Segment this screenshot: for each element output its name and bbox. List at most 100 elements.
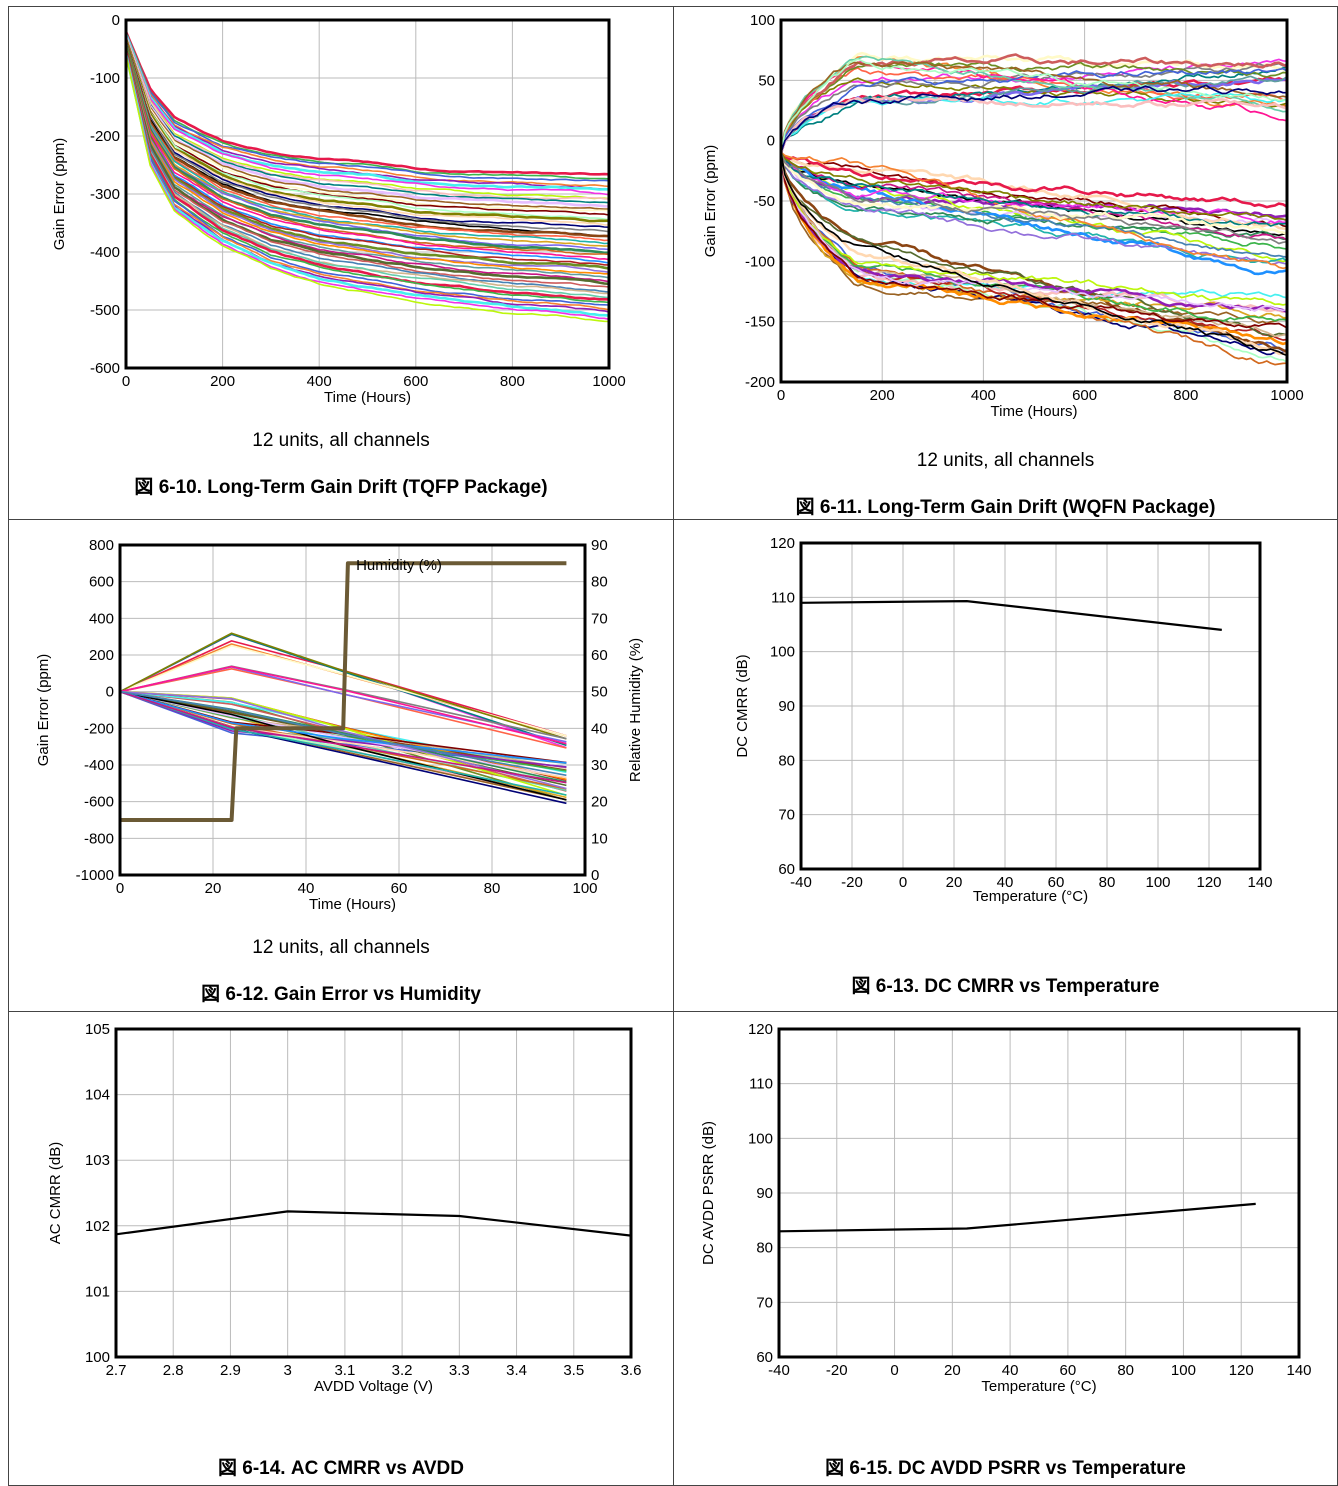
y-tick-label: -50 bbox=[753, 193, 775, 210]
x-tick-label: 80 bbox=[484, 880, 501, 897]
data-series bbox=[124, 53, 610, 317]
x-tick-label: -20 bbox=[841, 874, 863, 891]
data-series bbox=[119, 690, 567, 796]
x-tick-label: 0 bbox=[116, 880, 124, 897]
x-tick-label: 80 bbox=[1099, 874, 1116, 891]
y-tick-label: 80 bbox=[778, 752, 795, 769]
data-series bbox=[780, 152, 1288, 241]
series-group bbox=[778, 1202, 1256, 1233]
y-tick-label: 110 bbox=[771, 589, 795, 606]
data-series bbox=[124, 41, 610, 238]
grid bbox=[115, 1028, 632, 1358]
y-tick-label: 100 bbox=[748, 1130, 773, 1147]
series-group bbox=[115, 1210, 632, 1237]
x-tick-label: 120 bbox=[1196, 874, 1221, 891]
x-tick-label: 60 bbox=[391, 880, 408, 897]
grid bbox=[778, 1028, 1300, 1358]
x-tick-label: 2.9 bbox=[220, 1362, 241, 1379]
x-axis-label: Time (Hours) bbox=[324, 389, 411, 406]
data-series bbox=[780, 152, 1288, 306]
y-tick-label: 60 bbox=[778, 861, 795, 878]
x-tick-label: 3.1 bbox=[334, 1362, 355, 1379]
x-tick-label: 20 bbox=[205, 880, 222, 897]
y2-tick-label: 90 bbox=[591, 537, 608, 554]
data-series bbox=[780, 152, 1288, 245]
chart-gain-error-humidity: 0 20 40 60 80 100-1000-800-600-400-2000200400… bbox=[35, 537, 644, 913]
x-tick-label: 0 bbox=[890, 1362, 898, 1379]
x-tick-label: 40 bbox=[298, 880, 315, 897]
y-tick-label: 60 bbox=[756, 1349, 773, 1366]
data-series bbox=[125, 48, 610, 283]
y-tick-label: -600 bbox=[84, 794, 114, 811]
data-series bbox=[119, 690, 567, 777]
figure-6-13: -40 -20 0 20 40 60 80 100 120 140 60 70 80 90 100 110 12… bbox=[673, 519, 1338, 1012]
y-tick-label: 80 bbox=[756, 1240, 773, 1257]
x-tick-label: 40 bbox=[997, 874, 1014, 891]
chart-gain-drift-wqfn: 0 200 400 600 800 1000 -200 -150 -100 -50 0 50 100 Ti… bbox=[702, 12, 1304, 420]
x-tick-label: 40 bbox=[1002, 1362, 1019, 1379]
data-series bbox=[125, 53, 610, 313]
data-series bbox=[124, 33, 610, 191]
data-series bbox=[125, 42, 610, 245]
grid bbox=[800, 542, 1261, 870]
y2-tick-label: 0 bbox=[591, 867, 599, 884]
figure-6-14: 2.7 2.8 2.9 3 3.1 3.2 3.3 3.4 3.5 3.6 100 101 102 103… bbox=[8, 1011, 674, 1486]
y-axis-label: DC AVDD PSRR (dB) bbox=[700, 1121, 717, 1265]
x-tick-label: 2.7 bbox=[106, 1362, 127, 1379]
figure-6-10: 0 200 400 600 800 1000 -600 -500 -400 -300 -200 -10… bbox=[8, 6, 674, 520]
plot-border bbox=[118, 543, 587, 877]
y-tick-label: 70 bbox=[778, 807, 795, 824]
y2-axis-label: Relative Humidity (%) bbox=[627, 638, 644, 782]
y-axis-label: Gain Error (ppm) bbox=[51, 138, 68, 251]
data-series bbox=[124, 51, 610, 301]
x-tick-label: 60 bbox=[1060, 1362, 1077, 1379]
x-tick-label: 3.4 bbox=[506, 1362, 527, 1379]
figure-6-15: -40 -20 0 20 40 60 80 100 120 140 60 70 80 90 100 110 12… bbox=[673, 1011, 1338, 1486]
data-series bbox=[780, 152, 1288, 222]
y2-tick-label: 60 bbox=[591, 647, 608, 664]
y-tick-label: 800 bbox=[89, 537, 114, 554]
y-tick-label: -600 bbox=[90, 360, 120, 377]
data-series bbox=[780, 152, 1288, 237]
data-series bbox=[125, 46, 610, 274]
data-series bbox=[780, 152, 1288, 312]
data-series bbox=[115, 1210, 632, 1237]
y2-tick-label: 70 bbox=[591, 610, 608, 627]
x-tick-label: 20 bbox=[946, 874, 963, 891]
x-tick-label: 3.2 bbox=[392, 1362, 413, 1379]
data-series bbox=[125, 42, 610, 247]
data-series bbox=[779, 77, 1288, 154]
x-tick-label: 60 bbox=[1048, 874, 1065, 891]
x-tick-label: 0 bbox=[899, 874, 907, 891]
x-axis-label: Time (Hours) bbox=[309, 896, 396, 913]
data-series bbox=[779, 152, 1288, 276]
figure-caption: 図 6-13. DC CMRR vs Temperature bbox=[851, 976, 1160, 997]
y-tick-label: 100 bbox=[750, 12, 775, 29]
data-series bbox=[125, 41, 610, 242]
data-series bbox=[125, 37, 610, 212]
y-tick-label: 110 bbox=[749, 1076, 773, 1093]
x-tick-label: 3.3 bbox=[449, 1362, 470, 1379]
plot-border bbox=[779, 18, 1289, 384]
x-tick-label: -20 bbox=[826, 1362, 848, 1379]
x-tick-label: -40 bbox=[768, 1362, 790, 1379]
data-series bbox=[125, 54, 610, 321]
x-tick-label: 800 bbox=[1173, 387, 1198, 404]
x-tick-label: 400 bbox=[307, 373, 332, 390]
data-series bbox=[125, 52, 610, 311]
data-series bbox=[125, 45, 610, 266]
y2-tick-label: 10 bbox=[591, 830, 608, 847]
x-axis-label: Temperature (°C) bbox=[981, 1378, 1096, 1395]
x-tick-label: 3.5 bbox=[563, 1362, 584, 1379]
chart-ac-cmrr-avdd: 2.7 2.8 2.9 3 3.1 3.2 3.3 3.4 3.5 3.6 100 101 102 103… bbox=[47, 1021, 641, 1395]
y-axis-label: AC CMRR (dB) bbox=[47, 1142, 64, 1245]
humidity-label: Humidity (%) bbox=[356, 557, 442, 574]
x-tick-label: 0 bbox=[777, 387, 785, 404]
y-tick-label: 90 bbox=[756, 1185, 773, 1202]
data-series bbox=[125, 39, 610, 226]
data-series bbox=[780, 152, 1288, 266]
y-tick-label: 104 bbox=[85, 1087, 110, 1104]
data-series bbox=[119, 632, 567, 740]
chart-dc-cmrr-temperature: -40 -20 0 20 40 60 80 100 120 140 60 70 80 90 100 110 12… bbox=[734, 535, 1273, 905]
y-tick-label: 101 bbox=[85, 1283, 110, 1300]
